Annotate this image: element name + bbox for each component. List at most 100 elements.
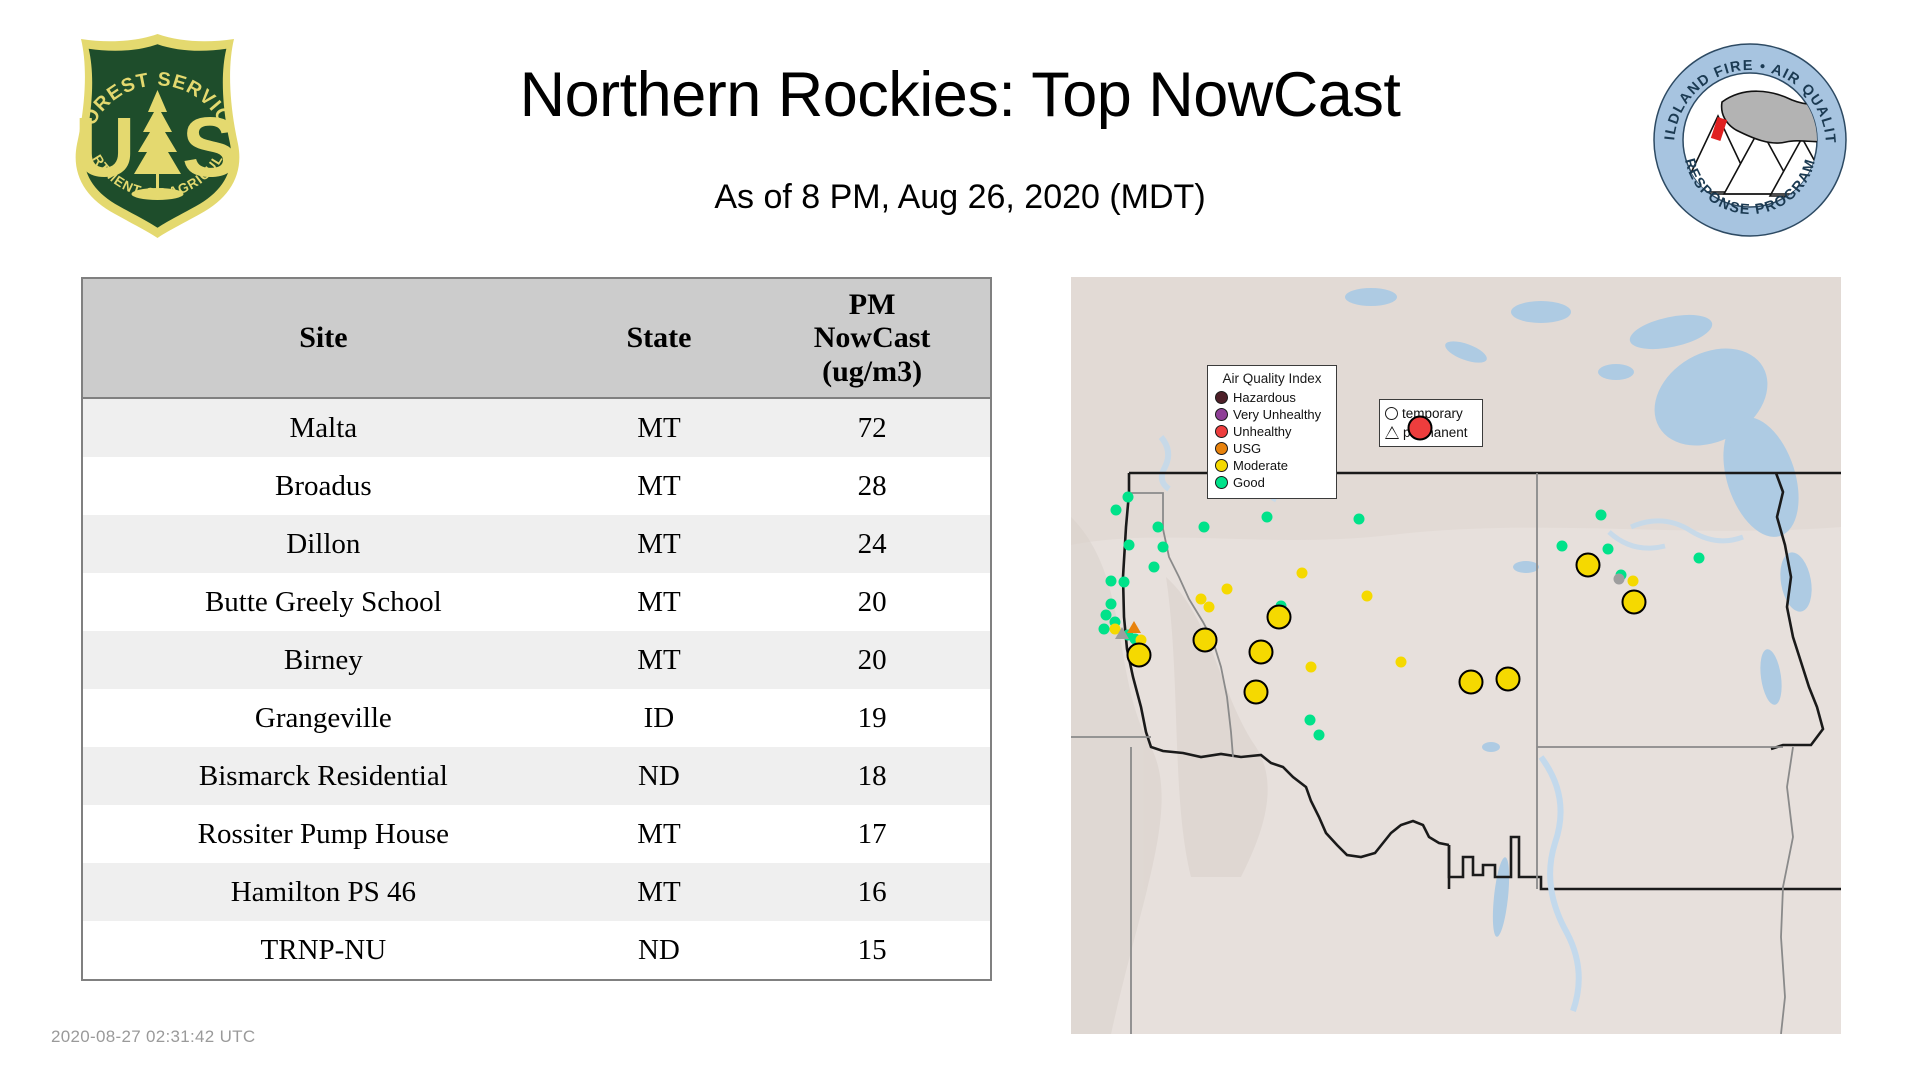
cell-site: Dillon (83, 515, 564, 573)
cell-state: MT (563, 573, 755, 631)
aqi-legend-label: Hazardous (1233, 390, 1296, 405)
monitor-marker[interactable] (1602, 543, 1614, 555)
monitor-marker[interactable] (1361, 590, 1373, 602)
monitor-marker[interactable] (1621, 589, 1647, 615)
aqi-swatch-icon (1215, 442, 1228, 455)
cell-site: Bismarck Residential (83, 747, 564, 805)
monitor-marker[interactable] (1203, 601, 1215, 613)
monitor-marker[interactable] (1152, 521, 1164, 533)
cell-pm-nowcast: 72 (754, 398, 990, 457)
table-row: Butte Greely School MT 20 (83, 573, 990, 631)
column-header-site: Site (83, 279, 564, 399)
aqi-legend-title: Air Quality Index (1222, 371, 1322, 386)
nowcast-table: Site State PM NowCast (ug/m3) Malta MT 72 B… (83, 279, 990, 979)
monitor-marker[interactable] (1195, 593, 1207, 605)
monitor-marker[interactable] (1248, 639, 1274, 665)
cell-pm-nowcast: 15 (754, 921, 990, 979)
cell-site: Malta (83, 398, 564, 457)
monitor-marker[interactable] (1243, 679, 1269, 705)
monitor-marker[interactable] (1613, 573, 1625, 585)
monitor-marker[interactable] (1198, 521, 1210, 533)
monitor-marker[interactable] (1127, 621, 1141, 633)
monitor-marker[interactable] (1118, 576, 1130, 588)
monitor-marker-layer (1071, 277, 1841, 1034)
column-header-pm-line3: (ug/m3) (822, 354, 923, 388)
aqi-legend-item: USG (1215, 440, 1329, 457)
table-row: TRNP-NU ND 15 (83, 921, 990, 979)
monitor-marker[interactable] (1407, 415, 1433, 441)
monitor-marker[interactable] (1221, 583, 1233, 595)
table-row: Malta MT 72 (83, 398, 990, 457)
monitor-marker[interactable] (1353, 513, 1365, 525)
monitor-marker[interactable] (1100, 609, 1112, 621)
aqi-legend-label: Unhealthy (1233, 424, 1292, 439)
aqi-legend-label: Good (1233, 475, 1265, 490)
monitor-marker[interactable] (1304, 714, 1316, 726)
monitor-marker[interactable] (1109, 616, 1121, 628)
monitor-marker[interactable] (1123, 539, 1135, 551)
monitor-marker[interactable] (1266, 604, 1292, 630)
table-row: Broadus MT 28 (83, 457, 990, 515)
table-body: Malta MT 72 Broadus MT 28 Dillon MT 24 Butte Gree… (83, 398, 990, 979)
cell-pm-nowcast: 18 (754, 747, 990, 805)
cell-state: ND (563, 921, 755, 979)
cell-pm-nowcast: 16 (754, 863, 990, 921)
monitor-marker[interactable] (1148, 561, 1160, 573)
monitor-marker[interactable] (1313, 729, 1325, 741)
table-row: Bismarck Residential ND 18 (83, 747, 990, 805)
table-header-row: Site State PM NowCast (ug/m3) (83, 279, 990, 399)
monitor-marker[interactable] (1135, 634, 1147, 646)
aqi-swatch-icon (1215, 408, 1228, 421)
cell-pm-nowcast: 19 (754, 689, 990, 747)
column-header-state: State (563, 279, 755, 399)
cell-site: Rossiter Pump House (83, 805, 564, 863)
monitor-marker[interactable] (1296, 567, 1308, 579)
cell-pm-nowcast: 28 (754, 457, 990, 515)
air-quality-map[interactable]: Air Quality Index Hazardous Very Unhealth… (1071, 277, 1841, 1034)
aqi-swatch-icon (1215, 425, 1228, 438)
monitor-marker[interactable] (1115, 627, 1129, 639)
aqi-legend-label: Moderate (1233, 458, 1288, 473)
monitor-marker[interactable] (1395, 656, 1407, 668)
cell-state: MT (563, 863, 755, 921)
cell-state: ID (563, 689, 755, 747)
wildland-fire-air-quality-logo: WILDLAND FIRE • AIR QUALITY RESPONSE PRO… (1644, 30, 1848, 238)
monitor-marker[interactable] (1157, 541, 1169, 553)
monitor-marker[interactable] (1556, 540, 1568, 552)
generated-timestamp: 2020-08-27 02:31:42 UTC (51, 1027, 256, 1046)
monitor-marker[interactable] (1627, 575, 1639, 587)
cell-state: MT (563, 805, 755, 863)
cell-pm-nowcast: 17 (754, 805, 990, 863)
monitor-marker[interactable] (1495, 666, 1521, 692)
monitor-marker[interactable] (1122, 491, 1134, 503)
aqi-swatch-icon (1215, 476, 1228, 489)
monitor-marker[interactable] (1261, 511, 1273, 523)
usda-forest-service-logo: FOREST SERVICE U S DEPARTMENT OF AGRICUL… (48, 11, 260, 243)
monitor-marker[interactable] (1192, 627, 1218, 653)
cell-pm-nowcast: 24 (754, 515, 990, 573)
aqi-legend-item: Hazardous (1215, 389, 1329, 406)
monitor-marker[interactable] (1458, 669, 1484, 695)
column-header-pm-line1: PM (848, 287, 896, 321)
monitor-marker[interactable] (1129, 633, 1141, 645)
page-subtitle: As of 8 PM, Aug 26, 2020 (MDT) (714, 178, 1206, 216)
monitor-marker[interactable] (1126, 642, 1152, 668)
cell-site: Birney (83, 631, 564, 689)
monitor-marker[interactable] (1595, 509, 1607, 521)
cell-state: MT (563, 631, 755, 689)
table-row: Dillon MT 24 (83, 515, 990, 573)
column-header-site-label: Site (299, 321, 348, 355)
svg-text:U: U (75, 100, 136, 194)
aqi-legend-label: Very Unhealthy (1233, 407, 1322, 422)
monitor-marker[interactable] (1693, 552, 1705, 564)
cell-pm-nowcast: 20 (754, 631, 990, 689)
monitor-marker[interactable] (1575, 552, 1601, 578)
monitor-marker[interactable] (1105, 575, 1117, 587)
cell-site: TRNP-NU (83, 921, 564, 979)
monitor-marker[interactable] (1098, 623, 1110, 635)
column-header-pm-line2: NowCast (813, 321, 931, 355)
aqi-swatch-icon (1215, 459, 1228, 472)
monitor-marker[interactable] (1305, 661, 1317, 673)
monitor-marker[interactable] (1110, 504, 1122, 516)
monitor-marker[interactable] (1105, 598, 1117, 610)
